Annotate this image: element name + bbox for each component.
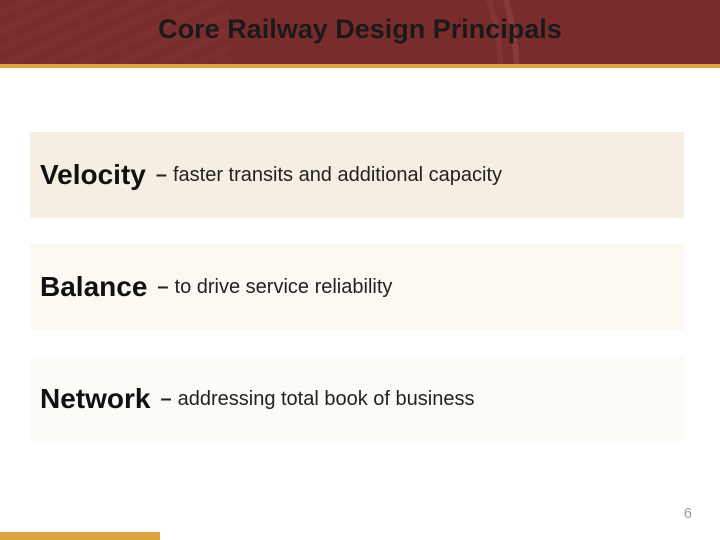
content-area: Velocity –faster transits and additional… [30,132,684,442]
principle-term: Balance [40,271,147,303]
principle-row: Balance –to drive service reliability [30,244,684,330]
principle-term: Velocity [40,159,146,191]
desc-text: faster transits and additional capacity [173,164,502,186]
dash: – [157,276,168,298]
principle-desc: –faster transits and additional capacity [156,164,502,187]
principle-term: Network [40,383,150,415]
principle-row: Velocity –faster transits and additional… [30,132,684,218]
dash: – [160,388,171,410]
slide: Core Railway Design Principals Velocity … [0,0,720,540]
desc-text: addressing total book of business [178,388,475,410]
header-gold-rule [0,64,720,68]
slide-title: Core Railway Design Principals [0,14,720,45]
row-gap [30,330,684,356]
page-number: 6 [684,505,692,522]
desc-text: to drive service reliability [175,276,393,298]
principle-desc: –addressing total book of business [160,388,474,411]
footer-gold-bar [0,532,160,540]
row-gap [30,218,684,244]
dash: – [156,164,167,186]
principle-desc: –to drive service reliability [157,276,392,299]
principle-row: Network –addressing total book of busine… [30,356,684,442]
